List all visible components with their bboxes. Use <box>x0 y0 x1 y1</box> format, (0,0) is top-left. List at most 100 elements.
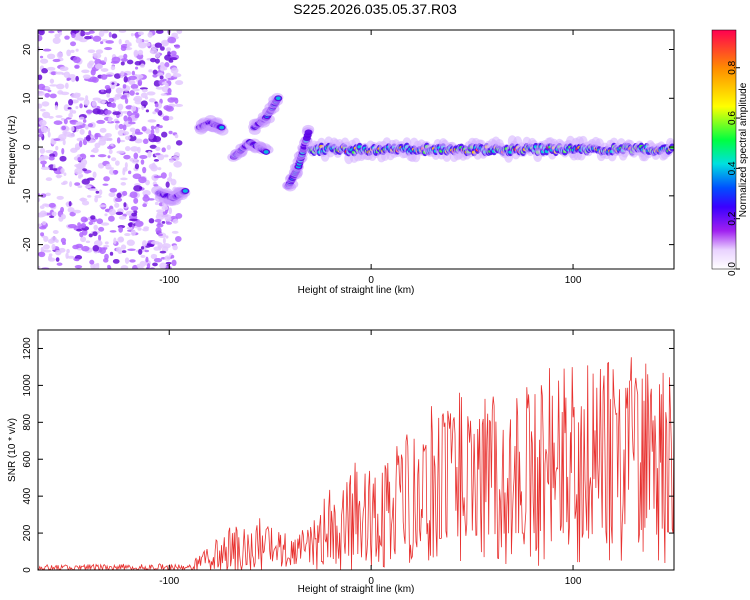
noise-blob <box>84 124 89 130</box>
noise-blob <box>81 200 90 206</box>
noise-blob <box>98 139 107 146</box>
noise-blob <box>81 69 90 74</box>
noise-blob <box>167 50 171 57</box>
noise-blob <box>80 222 87 229</box>
noise-blob <box>38 156 45 162</box>
noise-blob <box>153 257 163 263</box>
noise-blob <box>38 197 41 203</box>
noise-blob <box>148 69 153 73</box>
noise-blob <box>105 163 112 170</box>
noise-blob <box>131 212 138 217</box>
noise-blob <box>95 63 104 70</box>
noise-blob <box>128 170 132 175</box>
noise-blob <box>127 121 136 125</box>
noise-blob <box>96 119 106 124</box>
noise-blob <box>133 197 139 204</box>
noise-blob <box>170 50 177 56</box>
noise-blob <box>152 111 157 115</box>
noise-blob <box>74 125 83 130</box>
noise-blob <box>161 220 166 224</box>
spectrogram-x-tick-label: -100 <box>159 275 179 286</box>
spectrogram-y-tick-label: 0 <box>22 144 33 150</box>
noise-blob <box>64 82 69 89</box>
noise-blob <box>150 240 160 245</box>
spectrogram-y-ticks: -20 -10 0 10 20 <box>22 44 674 252</box>
noise-blob <box>138 248 143 255</box>
noise-blob <box>98 234 102 242</box>
noise-blob <box>144 39 149 43</box>
noise-blob <box>60 168 65 174</box>
noise-blob <box>38 133 44 138</box>
colorbar-tick-label: 0.6 <box>727 111 738 125</box>
noise-blob <box>40 193 47 198</box>
snr-x-tick-label: 100 <box>565 576 582 587</box>
noise-blob <box>66 248 70 254</box>
noise-blob <box>165 105 174 112</box>
noise-blob <box>126 239 135 246</box>
snr-y-ticks: 0 200 400 600 800 1000 1200 <box>22 337 674 573</box>
noise-blob <box>137 79 143 86</box>
noise-blob <box>79 197 88 202</box>
noise-blob <box>108 31 112 38</box>
noise-blob <box>99 204 107 208</box>
trace-peak <box>275 96 281 101</box>
noise-blob <box>85 135 91 142</box>
noise-blob <box>162 78 167 82</box>
noise-blob <box>112 169 119 175</box>
noise-blob <box>172 244 178 251</box>
noise-blob <box>76 228 82 232</box>
noise-blob <box>134 138 143 144</box>
noise-blob <box>76 97 85 101</box>
noise-blob <box>104 253 109 260</box>
snr-y-tick-label: 800 <box>22 414 33 431</box>
noise-blob <box>120 244 127 250</box>
noise-blob <box>142 166 147 174</box>
noise-blob <box>90 149 95 153</box>
noise-blob <box>167 77 175 81</box>
noise-blob <box>113 237 117 245</box>
noise-blob <box>54 33 61 39</box>
noise-blob <box>104 84 111 90</box>
noise-blob <box>120 70 125 77</box>
noise-blob <box>124 162 128 169</box>
noise-blob <box>116 150 125 154</box>
noise-blob <box>63 118 68 125</box>
noise-blob <box>131 158 140 164</box>
spectrogram-y-tick-label: -10 <box>22 188 33 203</box>
noise-blob <box>48 156 55 161</box>
noise-blob <box>46 127 51 133</box>
noise-blob <box>120 95 127 100</box>
noise-blob <box>84 31 91 35</box>
noise-blob <box>48 202 56 208</box>
noise-blob <box>41 101 50 107</box>
noise-blob <box>174 44 181 49</box>
noise-blob <box>148 163 157 170</box>
noise-blob <box>118 30 127 33</box>
noise-blob <box>164 83 169 88</box>
noise-blob <box>60 213 66 220</box>
noise-blob <box>98 30 105 37</box>
noise-blob <box>158 125 163 129</box>
noise-blob <box>146 91 156 96</box>
noise-blob <box>49 78 55 84</box>
noise-blob <box>52 58 61 63</box>
noise-blob <box>154 42 163 48</box>
snr-y-tick-label: 0 <box>22 567 33 573</box>
noise-blob <box>55 115 63 118</box>
noise-blob <box>122 190 128 196</box>
noise-blob <box>168 171 173 178</box>
noise-blob <box>167 87 172 94</box>
noise-blob <box>55 145 59 151</box>
noise-blob <box>42 111 51 119</box>
noise-blob <box>89 76 97 82</box>
noise-blob <box>161 147 166 153</box>
noise-blob <box>77 185 83 188</box>
noise-blob <box>115 211 124 216</box>
noise-blob <box>108 116 113 123</box>
noise-blob <box>62 139 66 146</box>
noise-blob <box>165 181 170 188</box>
noise-blob <box>110 82 116 90</box>
noise-blob <box>153 175 163 179</box>
noise-blob <box>55 174 63 178</box>
